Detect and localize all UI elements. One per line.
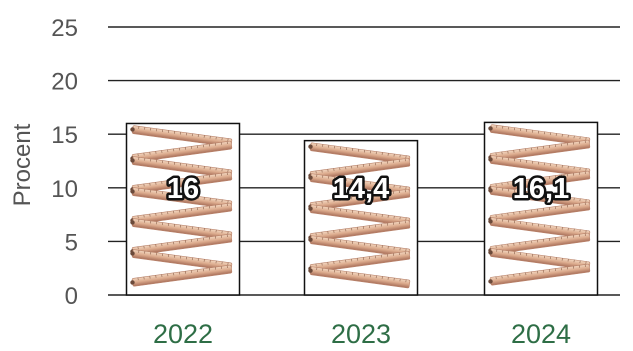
bar-2022: 16	[125, 122, 241, 296]
y-tick-label: 10	[51, 176, 78, 203]
y-tick-label: 15	[51, 122, 78, 149]
bar-outline	[125, 122, 241, 296]
bars: 16 14,4 16,1	[125, 121, 599, 296]
x-category-label: 2022	[153, 319, 213, 349]
bar-value-label: 16	[167, 173, 199, 205]
y-tick-label: 25	[51, 15, 78, 42]
bar-value-label: 14,4	[333, 173, 389, 205]
y-tick-label: 5	[65, 229, 78, 256]
x-category-label: 2023	[331, 319, 391, 349]
y-axis-label: Procent	[9, 123, 36, 206]
ruler-segment	[488, 217, 591, 239]
ruler-segment	[308, 235, 411, 258]
y-axis-ticks: 0 5 10 15 20 25	[51, 15, 78, 310]
bar-2023: 14,4	[303, 139, 419, 296]
y-tick-label: 20	[51, 69, 78, 96]
bar-outline	[303, 139, 419, 296]
x-category-label: 2024	[511, 319, 571, 349]
bar-2024: 16,1	[483, 121, 599, 296]
ruler-segment	[488, 263, 591, 286]
ruler-segment	[130, 125, 233, 148]
ruler-segment	[488, 232, 591, 255]
ruler-segment	[130, 218, 233, 241]
ruler-segment	[130, 264, 233, 287]
x-axis-labels: 2022 2023 2024	[153, 319, 571, 349]
bar-outline	[483, 121, 599, 296]
y-tick-label: 0	[65, 283, 78, 310]
bar-value-label: 16,1	[513, 173, 569, 205]
ruler-segment	[308, 266, 411, 289]
